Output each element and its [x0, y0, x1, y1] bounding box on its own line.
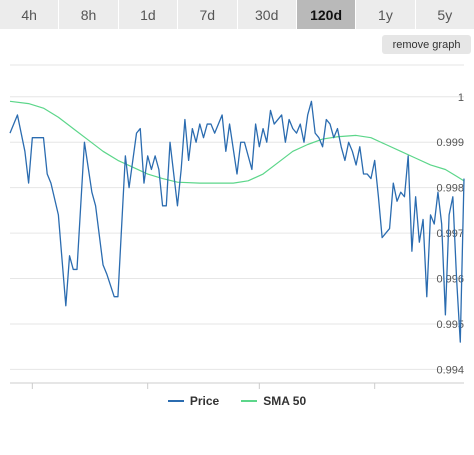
x-axis: Oct '25Nov '25Dec '25Jan '26: [10, 382, 464, 389]
y-tick-label: 0.995: [436, 319, 464, 331]
y-tick-label: 0.997: [436, 228, 464, 240]
chart-legend: Price SMA 50: [0, 390, 474, 412]
y-tick-label: 0.999: [436, 137, 464, 149]
series-line-price: [9, 100, 465, 343]
y-tick-label: 0.996: [436, 274, 464, 286]
price-chart: 1 0.999 0.998 0.997 0.996 0.995 0.994 Oct '25N…: [9, 64, 465, 389]
y-tick-label: 1: [458, 92, 464, 104]
range-tab-1d[interactable]: 1d: [118, 0, 179, 29]
legend-item-price[interactable]: Price: [167, 394, 220, 408]
legend-item-sma-50[interactable]: SMA 50: [241, 394, 306, 408]
y-tick-label: 0.994: [436, 364, 464, 376]
range-tab-30d[interactable]: 30d: [237, 0, 297, 29]
remove-graph-button[interactable]: remove graph: [382, 35, 471, 54]
range-tab-5y[interactable]: 5y: [415, 0, 474, 29]
y-tick-label: 0.998: [436, 183, 464, 195]
legend-swatch: [241, 400, 258, 402]
range-tabs: 4h 8h 1d 7d 30d 120d 1y 5y: [0, 0, 474, 29]
chart-series: [9, 100, 465, 343]
series-line-sma-50: [9, 100, 465, 184]
range-tab-4h[interactable]: 4h: [0, 0, 60, 29]
chart-gridlines: [10, 64, 464, 370]
range-tab-7d[interactable]: 7d: [178, 0, 238, 29]
range-tab-8h[interactable]: 8h: [59, 0, 119, 29]
legend-label: SMA 50: [263, 394, 307, 408]
range-tab-1y[interactable]: 1y: [356, 0, 416, 29]
legend-swatch: [167, 400, 184, 402]
range-tab-120d[interactable]: 120d: [296, 0, 357, 29]
legend-label: Price: [189, 394, 220, 408]
